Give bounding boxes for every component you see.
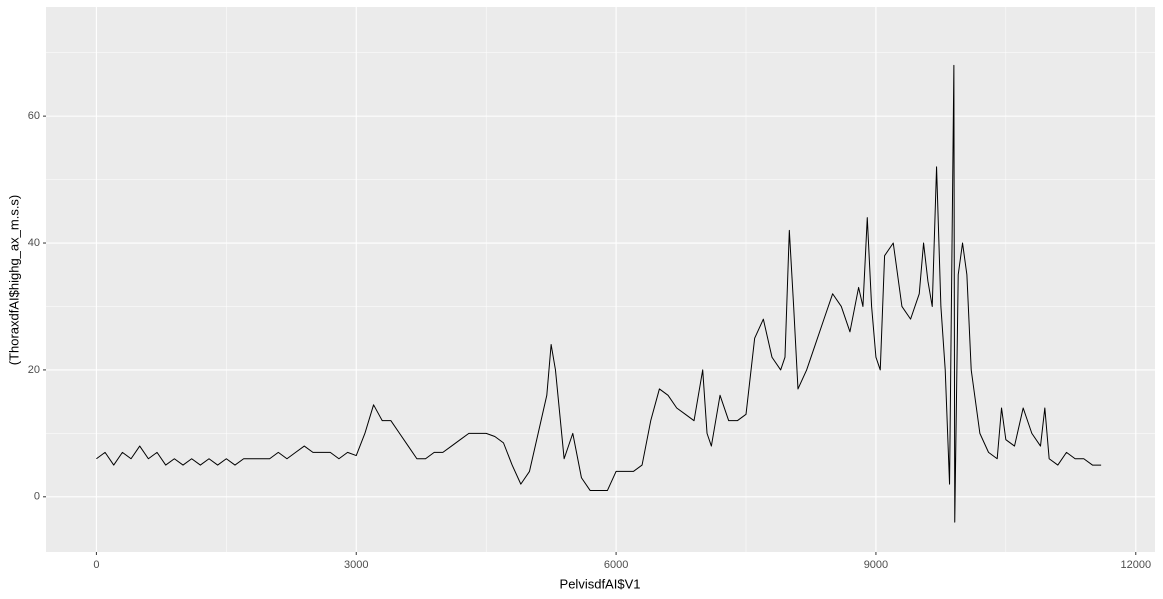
y-axis-title: (ThoraxdfAI$highg_ax_m.s.s) — [6, 195, 21, 366]
x-tick-label: 3000 — [344, 559, 368, 571]
y-tick-label: 60 — [28, 110, 40, 122]
y-tick-label: 20 — [28, 364, 40, 376]
data-line — [96, 64, 1102, 523]
panel — [46, 7, 1155, 552]
x-tick-label: 12000 — [1120, 559, 1151, 571]
y-tick-label: 0 — [34, 491, 40, 503]
y-tick-label: 40 — [28, 237, 40, 249]
x-axis-title: PelvisdfAI$V1 — [560, 576, 641, 591]
x-tick-label: 0 — [93, 559, 99, 571]
x-tick-label: 6000 — [604, 559, 628, 571]
x-tick-label: 9000 — [864, 559, 888, 571]
